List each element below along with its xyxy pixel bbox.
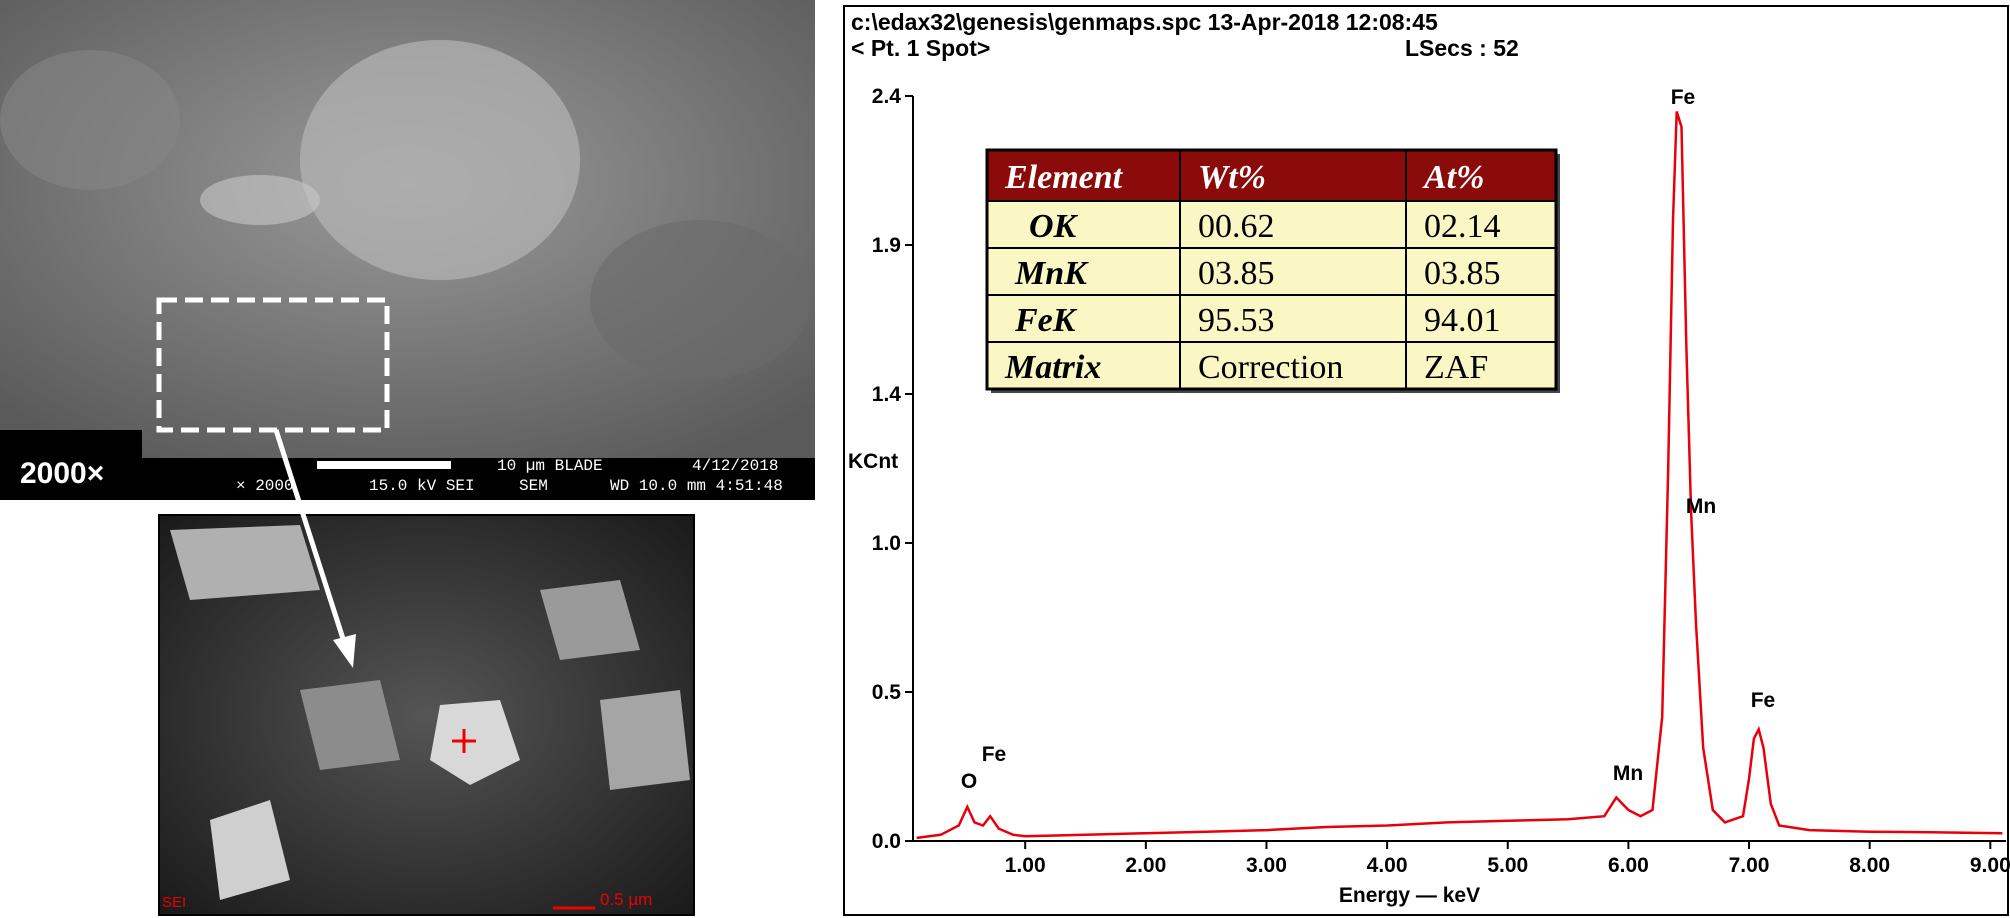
x-tick-label: 7.00 xyxy=(1729,854,1770,877)
table-cell: 03.85 xyxy=(1424,255,1501,292)
y-tick-label: 0.0 xyxy=(872,830,901,853)
table-cell: 02.14 xyxy=(1424,208,1501,245)
table-cell: 00.62 xyxy=(1198,208,1275,245)
peak-label: Mn xyxy=(1613,762,1643,785)
table-cell: OK xyxy=(1029,208,1079,245)
sem-texture xyxy=(590,220,810,380)
table-cell: ZAF xyxy=(1424,349,1488,386)
table-cell: 03.85 xyxy=(1198,255,1275,292)
peak-label: Fe xyxy=(982,743,1007,766)
header-lsecs: LSecs : 52 xyxy=(1405,35,1519,61)
crystal xyxy=(540,580,640,660)
table-header: At% xyxy=(1422,159,1484,196)
table-frame xyxy=(985,148,1558,391)
crystal xyxy=(210,800,290,900)
sem-main: 2000× 10 µm BLADE 4/12/2018 × 2000 15.0 … xyxy=(0,0,815,500)
x-tick-label: 9.00 xyxy=(1970,854,2010,877)
sem-text: SEM xyxy=(519,477,548,495)
y-axis-label: KCnt xyxy=(848,450,898,473)
zoom-arrow xyxy=(273,429,348,646)
mag-box xyxy=(0,430,142,500)
x-tick-label: 6.00 xyxy=(1608,854,1649,877)
peak-label: O xyxy=(961,770,977,793)
x-tick-label: 8.00 xyxy=(1849,854,1890,877)
selection-box xyxy=(156,297,390,433)
header-file: c:\edax32\genesis\genmaps.spc 13-Apr-201… xyxy=(851,9,1438,35)
sem-particle xyxy=(300,40,580,280)
table-header-bg xyxy=(987,150,1556,201)
panel-frame xyxy=(843,5,2009,916)
y-tick-label: 1.4 xyxy=(872,383,902,406)
zoom-arrowhead xyxy=(333,634,356,668)
table-cell: Matrix xyxy=(1004,349,1101,386)
crystal xyxy=(300,680,400,770)
magnification: 2000× xyxy=(20,457,104,490)
table-cell: 95.53 xyxy=(1198,302,1275,339)
spectrum-panel: c:\edax32\genesis\genmaps.spc 13-Apr-201… xyxy=(843,5,2009,916)
x-tick-label: 4.00 xyxy=(1367,854,1408,877)
y-tick-label: 2.4 xyxy=(872,85,902,108)
table-cell: FeK xyxy=(1014,302,1078,339)
spot-marker xyxy=(452,729,476,753)
y-tick-label: 1.0 xyxy=(872,532,901,555)
header-spot: < Pt. 1 Spot> xyxy=(851,35,990,61)
sem-text: × 2000 xyxy=(236,477,294,495)
sem-inset: SEI 0.5 µm xyxy=(158,514,695,916)
sem-text: WD 10.0 mm 4:51:48 xyxy=(610,477,783,495)
sem-particle xyxy=(200,175,320,225)
y-tick-label: 0.5 xyxy=(872,681,902,704)
x-tick-label: 2.00 xyxy=(1125,854,1166,877)
crystal xyxy=(170,525,320,600)
sem-texture xyxy=(0,50,180,190)
sem-text: 10 µm BLADE xyxy=(497,457,603,475)
table-header: Element xyxy=(1004,159,1124,196)
peak-label: Fe xyxy=(1751,689,1776,712)
inset-text: SEI xyxy=(162,894,186,911)
sem-text: 4/12/2018 xyxy=(692,457,778,475)
table-cell: MnK xyxy=(1014,255,1089,292)
table-cell: Correction xyxy=(1198,349,1343,386)
sem-text: 15.0 kV SEI xyxy=(369,477,475,495)
spectrum-line xyxy=(916,111,2003,840)
x-axis-label: Energy — keV xyxy=(1339,884,1480,907)
table-cell: 94.01 xyxy=(1424,302,1501,339)
x-tick-label: 3.00 xyxy=(1246,854,1287,877)
peak-label: Fe xyxy=(1671,86,1696,109)
crystal xyxy=(600,690,690,790)
x-tick-label: 5.00 xyxy=(1487,854,1528,877)
table-header: Wt% xyxy=(1198,159,1266,196)
x-tick-label: 1.00 xyxy=(1005,854,1046,877)
inset-text: 0.5 µm xyxy=(600,890,652,909)
y-tick-label: 1.9 xyxy=(872,234,901,257)
peak-label: Mn xyxy=(1686,495,1716,518)
scale-bar xyxy=(317,461,451,469)
